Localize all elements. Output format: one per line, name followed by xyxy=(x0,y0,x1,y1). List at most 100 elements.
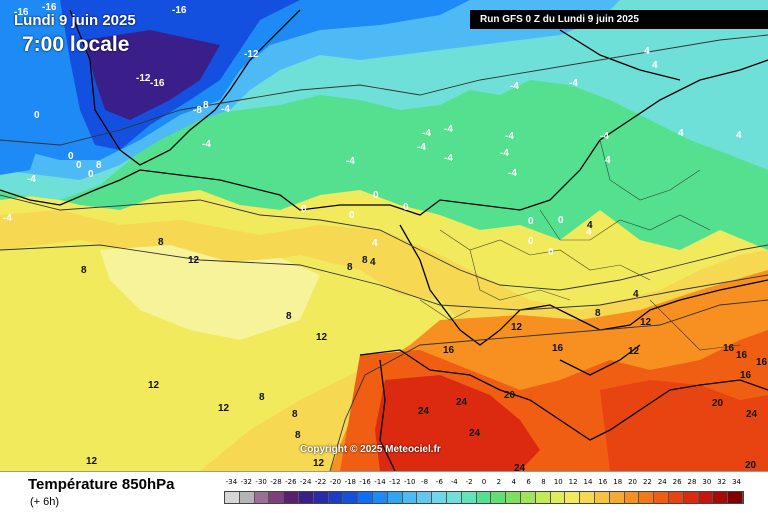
legend-tick: 24 xyxy=(657,478,667,486)
contour-value-label: 16 xyxy=(740,370,752,381)
contour-value-label: 12 xyxy=(218,403,230,414)
legend-tick: 28 xyxy=(687,478,697,486)
contour-value-label: 8 xyxy=(81,265,87,276)
contour-value-label: 24 xyxy=(418,406,430,417)
isotherms xyxy=(0,34,768,471)
contour-value-label: 16 xyxy=(736,350,748,361)
contour-value-label: 0 xyxy=(558,215,564,226)
legend-swatch xyxy=(402,492,418,503)
legend-tick: 14 xyxy=(583,478,593,486)
contour-value-label: -16 xyxy=(150,78,165,89)
parameter-title: Température 850hPa xyxy=(28,476,175,493)
contour-value-label: 8 xyxy=(362,255,368,266)
legend-swatch xyxy=(491,492,507,503)
contour-value-label: -16 xyxy=(14,7,29,18)
field-west-cold xyxy=(0,120,40,175)
legend-swatch xyxy=(594,492,610,503)
contour-value-label: -4 xyxy=(508,168,517,179)
legend-tick: 32 xyxy=(717,478,727,486)
contour-value-label: -4 xyxy=(444,153,453,164)
contour-value-label: 12 xyxy=(148,380,160,391)
contour-value-label: 0 xyxy=(88,169,94,180)
contour-value-label: 4 xyxy=(652,60,658,71)
contour-value-label: 24 xyxy=(456,397,468,408)
legend-swatch xyxy=(476,492,492,503)
legend-tick: 4 xyxy=(511,478,516,486)
legend-swatch xyxy=(520,492,536,503)
color-legend: -34 -32 -30 -28 -26 -24 -22 -20 -18 -16 -14 -12 -10-… xyxy=(224,478,744,510)
legend-swatch xyxy=(313,492,329,503)
contour-value-label: 4 xyxy=(586,227,592,238)
contour-value-label: 24 xyxy=(514,463,526,471)
legend-swatch xyxy=(506,492,521,503)
contour-value-label: 16 xyxy=(552,343,564,354)
legend-tick: 22 xyxy=(642,478,652,486)
contour-value-label: -4 xyxy=(27,174,36,185)
contour-value-label: -4 xyxy=(221,104,230,115)
contour-value-label: 8 xyxy=(158,237,164,248)
legend-swatch xyxy=(668,492,684,503)
contour-value-label: 12 xyxy=(628,346,640,357)
legend-swatch xyxy=(239,492,255,503)
legend-swatch xyxy=(269,492,285,503)
contour-value-label: 20 xyxy=(712,398,724,409)
contour-value-label: 8 xyxy=(292,409,298,420)
legend-swatch xyxy=(225,492,240,503)
contour-value-label: -4 xyxy=(510,81,519,92)
legend-tick: -2 xyxy=(465,478,473,486)
legend-tick: 0 xyxy=(481,478,487,486)
legend-tick: 18 xyxy=(613,478,623,486)
legend-swatch xyxy=(698,492,714,503)
legend-tick: 6 xyxy=(526,478,531,486)
legend-bar xyxy=(224,491,744,504)
contour-value-label: 0 xyxy=(301,204,307,215)
field-iberia-hot xyxy=(375,375,540,471)
contour-value-label: 0 xyxy=(34,110,40,121)
legend-tick: 8 xyxy=(541,478,546,486)
legend-tick: 26 xyxy=(672,478,682,486)
legend-swatch xyxy=(565,492,581,503)
legend-swatch xyxy=(550,492,566,503)
contour-value-label: -4 xyxy=(569,78,578,89)
contour-value-label: -12 xyxy=(136,73,151,84)
contour-value-label: 0 xyxy=(548,247,554,258)
legend-tick: 30 xyxy=(702,478,712,486)
forecast-step: (+ 6h) xyxy=(30,496,60,508)
contour-value-label: 20 xyxy=(504,390,516,401)
legend-swatch xyxy=(446,492,462,503)
contour-value-label: -4 xyxy=(417,142,426,153)
legend-tick: 12 xyxy=(568,478,578,486)
contour-value-label: 0 xyxy=(528,236,534,247)
legend-swatch xyxy=(432,492,447,503)
contour-value-label: 0 xyxy=(76,160,82,171)
legend-tick: -4 xyxy=(450,478,458,486)
field-east-hot xyxy=(600,380,768,471)
legend-swatch xyxy=(683,492,699,503)
contour-value-label: 16 xyxy=(443,345,455,356)
footer-bar: Température 850hPa (+ 6h) -34 -32 -30 -28 -2… xyxy=(0,471,768,513)
contour-value-label: -4 xyxy=(600,131,609,142)
legend-tick: 16 xyxy=(598,478,608,486)
legend-tick: -24 xyxy=(299,478,312,486)
contour-value-label: 0 xyxy=(403,202,409,213)
legend-swatch xyxy=(609,492,625,503)
contour-value-label: -4 xyxy=(444,124,453,135)
contour-value-label: 24 xyxy=(469,428,481,439)
field-greenland-core xyxy=(85,30,220,120)
contour-value-label: 4 xyxy=(587,220,593,231)
contour-value-label: -4 xyxy=(500,148,509,159)
contour-value-label: 12 xyxy=(640,317,652,328)
contour-value-label: 12 xyxy=(313,458,325,469)
contour-value-label: 4 xyxy=(736,130,742,141)
legend-tick: -16 xyxy=(359,478,371,486)
run-info: Run GFS 0 Z du Lundi 9 juin 2025 xyxy=(470,10,768,29)
legend-swatch xyxy=(284,492,299,503)
contour-value-label: -4 xyxy=(346,156,355,167)
legend-tick: -18 xyxy=(344,478,356,486)
contour-value-label: 12 xyxy=(511,322,523,333)
contour-value-label: 12 xyxy=(188,255,200,266)
contour-value-label: -4 xyxy=(505,131,514,142)
legend-swatch xyxy=(580,492,595,503)
legend-swatch xyxy=(417,492,433,503)
legend-swatch xyxy=(254,492,270,503)
